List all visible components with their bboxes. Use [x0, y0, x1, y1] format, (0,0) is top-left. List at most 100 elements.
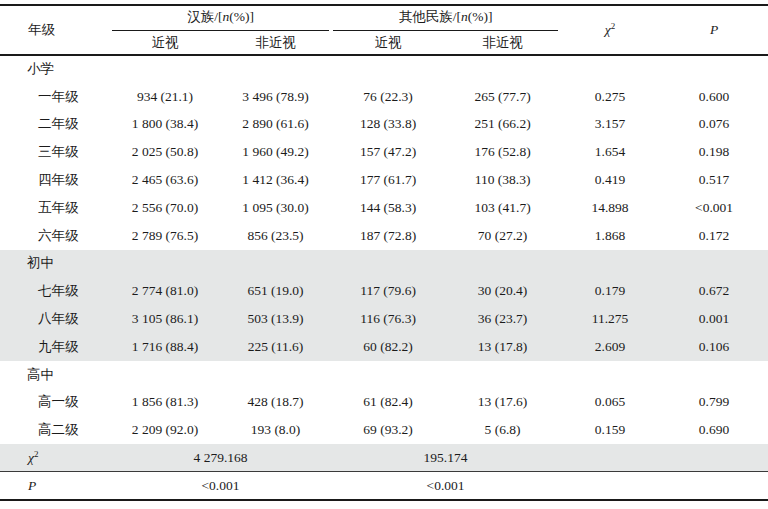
empty-cell — [660, 444, 768, 472]
data-cell: 1.654 — [560, 138, 660, 166]
data-cell: 0.159 — [560, 416, 660, 444]
data-cell: 14.898 — [560, 194, 660, 222]
data-cell: 225 (11.6) — [220, 333, 331, 361]
data-cell: 2 209 (92.0) — [110, 416, 220, 444]
data-cell: 1 960 (49.2) — [220, 138, 331, 166]
header-row-groups: 年级 汉族/[n(%)] 其他民族/[n(%)] χ2 P — [0, 5, 768, 31]
data-cell: 0.172 — [660, 222, 768, 250]
han-group-label: 汉族/[n(%)] — [112, 6, 329, 31]
data-row: 五年级2 556 (70.0)1 095 (30.0)144 (58.3)103… — [0, 194, 768, 222]
data-row: 九年级1 716 (88.4)225 (11.6)60 (82.2)13 (17… — [0, 333, 768, 361]
grade-label: 八年级 — [0, 305, 110, 333]
data-cell: 36 (23.7) — [445, 305, 560, 333]
grade-column-header: 年级 — [0, 5, 110, 55]
summary-stat-label: χ2 — [0, 444, 110, 472]
data-cell: 30 (20.4) — [445, 277, 560, 305]
data-cell: 2 789 (76.5) — [110, 222, 220, 250]
data-cell: 1.868 — [560, 222, 660, 250]
summary-row: P <0.001<0.001 — [0, 472, 768, 500]
data-cell: 0.198 — [660, 138, 768, 166]
data-cell: 251 (66.2) — [445, 111, 560, 139]
data-cell: 2 774 (81.0) — [110, 277, 220, 305]
data-cell: 1 856 (81.3) — [110, 389, 220, 417]
paper-table-page: 年级 汉族/[n(%)] 其他民族/[n(%)] χ2 P 近视 非近视 近视 … — [0, 0, 768, 509]
data-cell: 0.275 — [560, 83, 660, 111]
data-cell: 1 716 (88.4) — [110, 333, 220, 361]
data-cell: 1 800 (38.4) — [110, 111, 220, 139]
data-cell: 13 (17.6) — [445, 389, 560, 417]
data-cell: 76 (22.3) — [331, 83, 445, 111]
data-cell: 193 (8.0) — [220, 416, 331, 444]
stat-symbol-superscript: 2 — [34, 448, 39, 458]
data-cell: 2 556 (70.0) — [110, 194, 220, 222]
summary-row: χ24 279.168195.174 — [0, 444, 768, 472]
table-body: 小学一年级934 (21.1)3 496 (78.9)76 (22.3)265 … — [0, 55, 768, 500]
data-cell: 0.001 — [660, 305, 768, 333]
section-label: 初中 — [0, 250, 768, 278]
data-cell: 265 (77.7) — [445, 83, 560, 111]
data-cell: 61 (82.4) — [331, 389, 445, 417]
grade-label: 六年级 — [0, 222, 110, 250]
data-cell: 103 (41.7) — [445, 194, 560, 222]
data-row: 七年级2 774 (81.0)651 (19.0)117 (79.6)30 (2… — [0, 277, 768, 305]
data-cell: 0.065 — [560, 389, 660, 417]
grade-label: 三年级 — [0, 138, 110, 166]
data-cell: 0.106 — [660, 333, 768, 361]
han-non-myopia-subheader: 非近视 — [220, 31, 331, 55]
data-row: 一年级934 (21.1)3 496 (78.9)76 (22.3)265 (7… — [0, 83, 768, 111]
data-cell: 0.672 — [660, 277, 768, 305]
other-summary-value: <0.001 — [331, 472, 560, 500]
data-cell: 144 (58.3) — [331, 194, 445, 222]
data-cell: 934 (21.1) — [110, 83, 220, 111]
data-row: 六年级2 789 (76.5)856 (23.5)187 (72.8)70 (2… — [0, 222, 768, 250]
data-cell: 3 105 (86.1) — [110, 305, 220, 333]
data-row: 三年级2 025 (50.8)1 960 (49.2)157 (47.2)176… — [0, 138, 768, 166]
data-cell: 157 (47.2) — [331, 138, 445, 166]
other-non-myopia-subheader: 非近视 — [445, 31, 560, 55]
grade-label: 四年级 — [0, 166, 110, 194]
data-cell: 177 (61.7) — [331, 166, 445, 194]
empty-cell — [660, 472, 768, 500]
data-row: 高二级2 209 (92.0)193 (8.0)69 (93.2)5 (6.8)… — [0, 416, 768, 444]
data-cell: 856 (23.5) — [220, 222, 331, 250]
grade-label: 一年级 — [0, 83, 110, 111]
table-header: 年级 汉族/[n(%)] 其他民族/[n(%)] χ2 P 近视 非近视 近视 … — [0, 5, 768, 55]
empty-cell — [560, 472, 660, 500]
data-cell: 1 412 (36.4) — [220, 166, 331, 194]
data-cell: 3 496 (78.9) — [220, 83, 331, 111]
section-row: 小学 — [0, 55, 768, 83]
data-cell: 503 (13.9) — [220, 305, 331, 333]
other-group-label: 其他民族/[n(%)] — [333, 6, 558, 31]
stat-symbol: P — [28, 478, 36, 493]
empty-cell — [560, 444, 660, 472]
han-summary-value: 4 279.168 — [110, 444, 331, 472]
other-myopia-subheader: 近视 — [331, 31, 445, 55]
data-row: 四年级2 465 (63.6)1 412 (36.4)177 (61.7)110… — [0, 166, 768, 194]
chi-square-column-header: χ2 — [560, 5, 660, 55]
data-row: 高一级1 856 (81.3)428 (18.7)61 (82.4)13 (17… — [0, 389, 768, 417]
data-row: 二年级1 800 (38.4)2 890 (61.6)128 (33.8)251… — [0, 111, 768, 139]
data-cell: 651 (19.0) — [220, 277, 331, 305]
p-column-header: P — [660, 5, 768, 55]
grade-label: 五年级 — [0, 194, 110, 222]
data-cell: 116 (76.3) — [331, 305, 445, 333]
data-cell: 428 (18.7) — [220, 389, 331, 417]
data-cell: 1 095 (30.0) — [220, 194, 331, 222]
data-cell: 0.600 — [660, 83, 768, 111]
data-cell: 176 (52.8) — [445, 138, 560, 166]
section-label: 小学 — [0, 55, 768, 83]
other-summary-value: 195.174 — [331, 444, 560, 472]
section-row: 高中 — [0, 361, 768, 389]
data-cell: 11.275 — [560, 305, 660, 333]
data-cell: 0.179 — [560, 277, 660, 305]
data-cell: 5 (6.8) — [445, 416, 560, 444]
data-cell: 2 025 (50.8) — [110, 138, 220, 166]
data-cell: 69 (93.2) — [331, 416, 445, 444]
data-cell: 70 (27.2) — [445, 222, 560, 250]
data-cell: 110 (38.3) — [445, 166, 560, 194]
data-cell: 117 (79.6) — [331, 277, 445, 305]
grade-label: 二年级 — [0, 111, 110, 139]
han-summary-value: <0.001 — [110, 472, 331, 500]
data-cell: <0.001 — [660, 194, 768, 222]
data-cell: 0.799 — [660, 389, 768, 417]
